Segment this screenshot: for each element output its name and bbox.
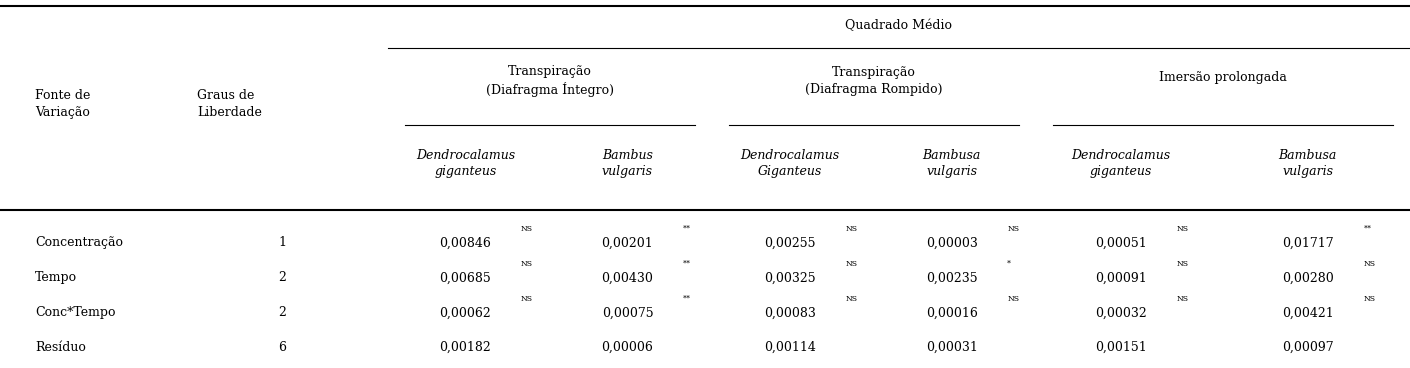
Text: NS: NS: [1176, 260, 1189, 268]
Text: 0,00846: 0,00846: [440, 236, 491, 250]
Text: Quadrado Médio: Quadrado Médio: [846, 19, 952, 32]
Text: 2: 2: [278, 306, 286, 319]
Text: 0,00075: 0,00075: [602, 306, 653, 319]
Text: 0,00235: 0,00235: [926, 271, 977, 284]
Text: 0,00201: 0,00201: [602, 236, 653, 250]
Text: Dendrocalamus
giganteus: Dendrocalamus giganteus: [416, 149, 515, 178]
Text: Dendrocalamus
giganteus: Dendrocalamus giganteus: [1072, 149, 1170, 178]
Text: NS: NS: [520, 260, 533, 268]
Text: NS: NS: [520, 295, 533, 303]
Text: 1: 1: [278, 236, 286, 250]
Text: Resíduo: Resíduo: [35, 341, 86, 354]
Text: Transpiração
(Diafragma Íntegro): Transpiração (Diafragma Íntegro): [486, 65, 613, 97]
Text: 0,00182: 0,00182: [440, 341, 491, 354]
Text: Dendrocalamus
Giganteus: Dendrocalamus Giganteus: [740, 149, 839, 178]
Text: 0,00091: 0,00091: [1096, 271, 1146, 284]
Text: NS: NS: [845, 295, 857, 303]
Text: 2: 2: [278, 271, 286, 284]
Text: 0,00051: 0,00051: [1096, 236, 1146, 250]
Text: 0,00255: 0,00255: [764, 236, 815, 250]
Text: NS: NS: [1363, 295, 1375, 303]
Text: NS: NS: [845, 225, 857, 233]
Text: 0,00016: 0,00016: [926, 306, 977, 319]
Text: 0,00003: 0,00003: [926, 236, 977, 250]
Text: NS: NS: [1007, 295, 1019, 303]
Text: Concentração: Concentração: [35, 236, 123, 250]
Text: Bambusa
vulgaris: Bambusa vulgaris: [922, 149, 981, 178]
Text: 0,00062: 0,00062: [440, 306, 491, 319]
Text: 0,00430: 0,00430: [602, 271, 653, 284]
Text: 0,00114: 0,00114: [764, 341, 815, 354]
Text: NS: NS: [1007, 225, 1019, 233]
Text: Fonte de
Variação: Fonte de Variação: [35, 89, 90, 119]
Text: 0,00032: 0,00032: [1096, 306, 1146, 319]
Text: NS: NS: [845, 260, 857, 268]
Text: 0,00685: 0,00685: [440, 271, 491, 284]
Text: 0,01717: 0,01717: [1282, 236, 1334, 250]
Text: **: **: [1363, 225, 1372, 233]
Text: Conc*Tempo: Conc*Tempo: [35, 306, 116, 319]
Text: 0,00325: 0,00325: [764, 271, 815, 284]
Text: **: **: [682, 225, 691, 233]
Text: Tempo: Tempo: [35, 271, 78, 284]
Text: 0,00031: 0,00031: [926, 341, 977, 354]
Text: **: **: [682, 260, 691, 268]
Text: **: **: [682, 295, 691, 303]
Text: 0,00097: 0,00097: [1282, 341, 1334, 354]
Text: 0,00421: 0,00421: [1282, 306, 1334, 319]
Text: 0,00006: 0,00006: [602, 341, 653, 354]
Text: Imersão prolongada: Imersão prolongada: [1159, 71, 1287, 84]
Text: 0,00083: 0,00083: [764, 306, 815, 319]
Text: Bambusa
vulgaris: Bambusa vulgaris: [1279, 149, 1337, 178]
Text: NS: NS: [520, 225, 533, 233]
Text: NS: NS: [1363, 260, 1375, 268]
Text: Bambus
vulgaris: Bambus vulgaris: [602, 149, 653, 178]
Text: Graus de
Liberdade: Graus de Liberdade: [197, 89, 262, 119]
Text: Transpiração
(Diafragma Rompido): Transpiração (Diafragma Rompido): [805, 66, 943, 96]
Text: 0,00151: 0,00151: [1096, 341, 1146, 354]
Text: NS: NS: [1176, 295, 1189, 303]
Text: *: *: [1007, 260, 1011, 268]
Text: 6: 6: [278, 341, 286, 354]
Text: NS: NS: [1176, 225, 1189, 233]
Text: 0,00280: 0,00280: [1282, 271, 1334, 284]
